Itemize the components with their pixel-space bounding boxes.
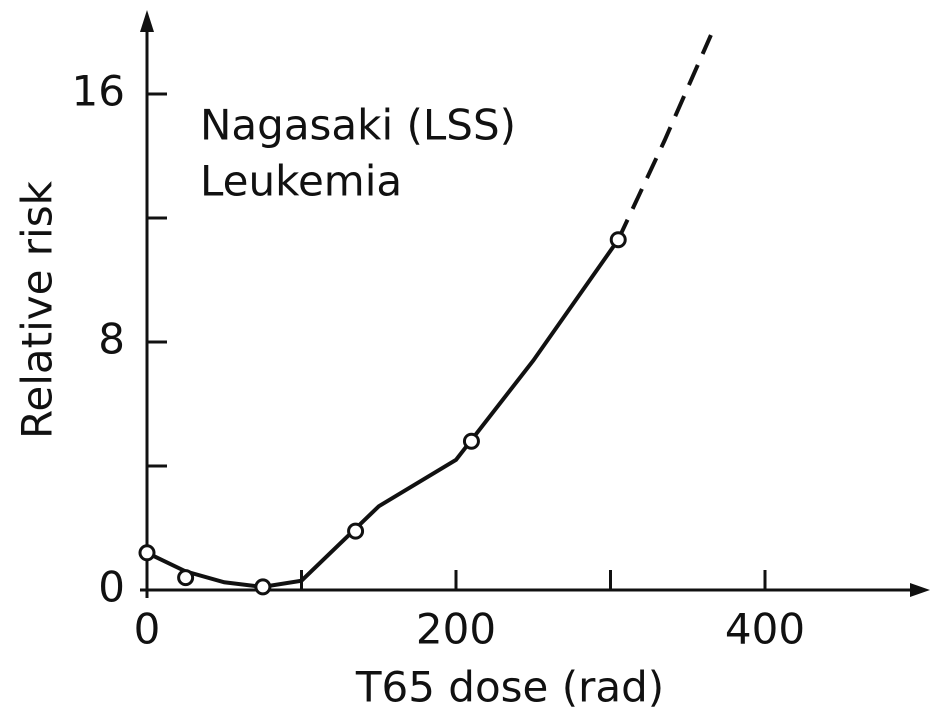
y-tick-label: 8 (98, 315, 125, 364)
fit-curve (146, 238, 620, 589)
x-axis-label: T65 dose (rad) (355, 663, 664, 712)
annotation: Nagasaki (LSS) (200, 101, 516, 150)
data-point (177, 569, 195, 587)
data-point (462, 432, 480, 450)
data-point (347, 522, 365, 540)
data-point (254, 578, 272, 596)
annotation: Leukemia (200, 157, 402, 206)
x-tick-label: 400 (725, 605, 805, 654)
data-point (138, 544, 156, 562)
y-tick-label: 0 (98, 563, 125, 612)
x-tick-label: 200 (416, 605, 496, 654)
y-tick-label: 16 (72, 67, 125, 116)
extrapolation-curve (616, 34, 713, 241)
x-tick-label: 0 (134, 605, 161, 654)
x-axis-arrow (910, 583, 930, 597)
y-axis-label: Relative risk (13, 180, 62, 439)
y-axis-arrow (140, 10, 154, 32)
data-point (609, 231, 627, 249)
